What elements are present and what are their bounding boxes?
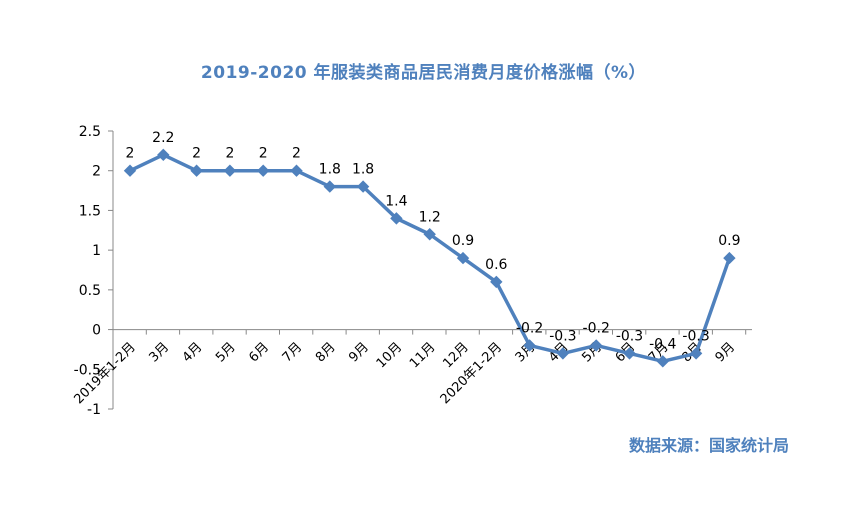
y-tick-label: 0.5 — [79, 283, 101, 299]
y-tick-label: -1 — [87, 402, 101, 418]
data-label: 2.2 — [152, 130, 174, 146]
data-label: -0.2 — [516, 320, 543, 336]
y-tick-label: 2 — [92, 164, 101, 180]
y-tick-label: 1 — [92, 243, 101, 259]
data-label: 1.8 — [319, 162, 341, 178]
data-point[interactable] — [723, 251, 736, 265]
x-tick-label: 10月 — [374, 340, 405, 371]
data-point[interactable] — [256, 164, 270, 177]
data-label: 2 — [126, 146, 135, 162]
data-label: -0.4 — [649, 336, 676, 352]
data-label: 0.6 — [485, 257, 507, 273]
data-label: 2 — [259, 146, 268, 162]
x-tick-label: 11月 — [407, 340, 438, 371]
data-point[interactable] — [656, 355, 670, 368]
x-tick-label: 6月 — [246, 340, 272, 366]
data-label: 2 — [292, 146, 301, 162]
data-point[interactable] — [689, 347, 703, 360]
data-label: 0.9 — [718, 233, 740, 249]
data-label: -0.2 — [583, 320, 610, 336]
data-label: 0.9 — [452, 233, 474, 249]
chart-title: 2019-2020 年服装类商品居民消费月度价格涨幅（%） — [200, 63, 647, 83]
data-point[interactable] — [290, 164, 303, 177]
data-point[interactable] — [390, 212, 403, 225]
y-tick-label: 0 — [92, 323, 101, 339]
data-label: -0.3 — [549, 328, 576, 344]
x-tick-label: 7月 — [280, 340, 306, 366]
data-point[interactable] — [456, 251, 470, 265]
data-point[interactable] — [223, 164, 237, 177]
data-point[interactable] — [190, 164, 203, 177]
y-tick-label: -0.5 — [74, 362, 101, 378]
data-point[interactable] — [323, 180, 337, 193]
data-point[interactable] — [556, 347, 570, 360]
data-point[interactable] — [157, 148, 170, 162]
data-label: 2 — [192, 146, 201, 162]
data-point[interactable] — [589, 339, 603, 352]
data-point[interactable] — [623, 347, 636, 360]
x-tick-label: 9月 — [713, 340, 739, 366]
x-tick-label: 4月 — [180, 340, 206, 366]
y-tick-label: 2.5 — [79, 124, 101, 140]
data-label: -0.3 — [682, 328, 709, 344]
y-tick-label: 1.5 — [79, 203, 101, 219]
x-tick-label: 2020年1-2月 — [438, 340, 505, 407]
x-tick-label: 3月 — [146, 340, 172, 366]
x-tick-label: 5月 — [213, 340, 239, 366]
source-note: 数据来源：国家统计局 — [628, 436, 789, 455]
data-point[interactable] — [123, 164, 137, 177]
data-point[interactable] — [490, 275, 503, 289]
data-label: -0.3 — [616, 328, 643, 344]
data-label: 1.4 — [385, 193, 407, 209]
data-label: 1.8 — [352, 162, 374, 178]
data-point[interactable] — [523, 339, 536, 352]
data-label: 1.2 — [419, 209, 441, 225]
x-tick-label: 9月 — [346, 340, 372, 366]
data-point[interactable] — [423, 228, 436, 241]
data-point[interactable] — [356, 180, 370, 193]
x-tick-label: 8月 — [313, 340, 339, 366]
data-label: 2 — [225, 146, 234, 162]
